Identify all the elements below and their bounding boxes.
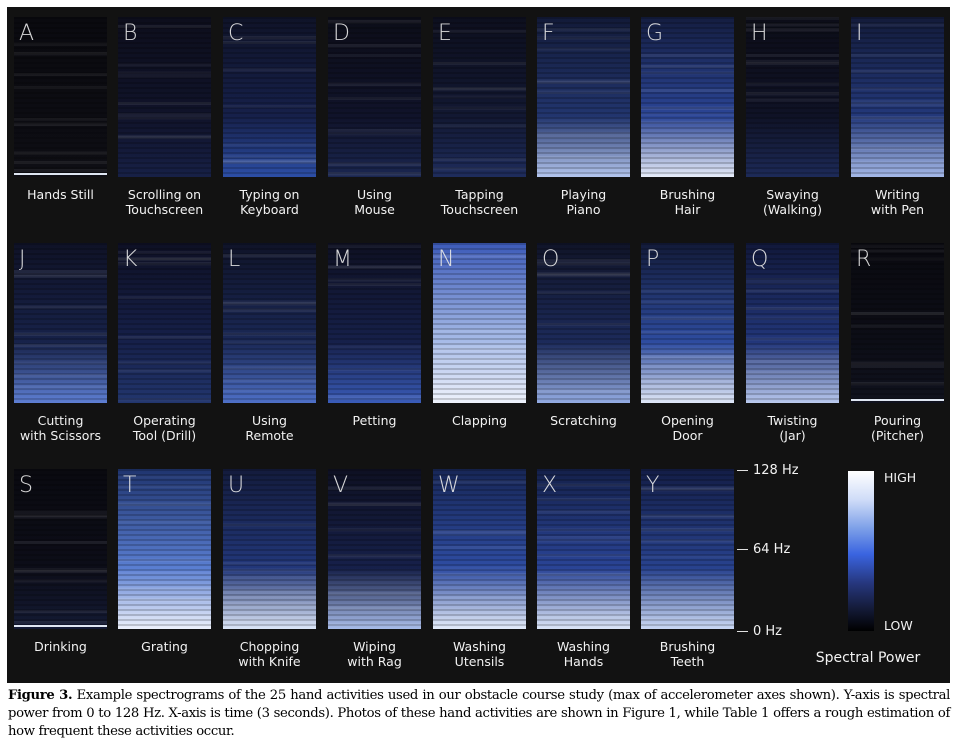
- tile-letter: W: [438, 473, 460, 498]
- spectrogram-g: G: [641, 17, 734, 177]
- axis-tick-128: [737, 470, 748, 471]
- spectrogram-d: D: [328, 17, 421, 177]
- tile-letter: B: [123, 21, 138, 46]
- activity-label-o: Scratching: [550, 413, 617, 428]
- caption-text: Example spectrograms of the 25 hand acti…: [8, 688, 950, 739]
- tile-letter: P: [646, 247, 660, 272]
- tile-letter: Q: [751, 247, 769, 272]
- activity-label-i: Writing with Pen: [870, 187, 925, 217]
- spectrogram-u: U: [223, 469, 316, 629]
- axis-label-128: 128 Hz: [753, 463, 799, 478]
- tile-letter: E: [438, 21, 452, 46]
- activity-label-n: Clapping: [451, 413, 508, 428]
- tile-letter: J: [19, 247, 26, 272]
- spectrogram-p: P: [641, 243, 734, 403]
- activity-label-x: Washing Hands: [557, 639, 610, 669]
- tile-letter: S: [19, 473, 33, 498]
- spectrogram-v: V: [328, 469, 421, 629]
- tile-letter: O: [542, 247, 560, 272]
- tile-letter: C: [228, 21, 244, 46]
- tile-letter: K: [123, 247, 138, 272]
- axis-label-0: 0 Hz: [753, 624, 783, 639]
- activity-label-j: Cutting with Scissors: [19, 413, 102, 443]
- tile-letter: X: [542, 473, 558, 498]
- tile-letter: Y: [646, 473, 660, 498]
- spectrogram-r: R: [851, 243, 944, 403]
- tile-letter: G: [646, 21, 664, 46]
- activity-label-d: Using Mouse: [354, 187, 395, 217]
- axis-tick-0: [737, 631, 748, 632]
- spectrogram-y: Y: [641, 469, 734, 629]
- activity-label-g: Brushing Hair: [659, 187, 716, 217]
- activity-label-h: Swaying (Walking): [762, 187, 822, 217]
- tile-letter: F: [542, 21, 555, 46]
- activity-label-y: Brushing Teeth: [659, 639, 716, 669]
- activity-label-w: Washing Utensils: [453, 639, 506, 669]
- activity-label-u: Chopping with Knife: [238, 639, 301, 669]
- activity-label-p: Opening Door: [661, 413, 714, 443]
- spectrogram-o: O: [537, 243, 630, 403]
- tile-letter: R: [856, 247, 872, 272]
- spectrogram-e: E: [433, 17, 526, 177]
- axis-label-64: 64 Hz: [753, 542, 791, 557]
- spectrogram-h: H: [746, 17, 839, 177]
- activity-label-r: Pouring (Pitcher): [870, 413, 924, 443]
- spectrogram-w: W: [433, 469, 526, 629]
- baseline-line: [851, 399, 944, 401]
- spectrogram-l: L: [223, 243, 316, 403]
- activity-label-l: Using Remote: [245, 413, 294, 443]
- activity-label-c: Typing on Keyboard: [239, 187, 300, 217]
- activity-label-m: Petting: [352, 413, 397, 428]
- spectrogram-a: A: [14, 17, 107, 177]
- activity-label-k: Operating Tool (Drill): [132, 413, 197, 443]
- activity-label-b: Scrolling on Touchscreen: [125, 187, 204, 217]
- spectrogram-t: T: [118, 469, 211, 629]
- colorbar-title: Spectral Power: [815, 650, 921, 666]
- spectrogram-n: N: [433, 243, 526, 403]
- caption-label: Figure 3.: [8, 688, 73, 703]
- activity-label-q: Twisting (Jar): [767, 413, 818, 443]
- figure-caption: Figure 3. Example spectrograms of the 25…: [8, 687, 950, 741]
- activity-label-a: Hands Still: [27, 187, 94, 202]
- spectrogram-j: J: [14, 243, 107, 403]
- activity-label-f: Playing Piano: [560, 187, 607, 217]
- tile-letter: D: [333, 21, 350, 46]
- tile-letter: T: [123, 473, 137, 498]
- spectrogram-x: X: [537, 469, 630, 629]
- tile-letter: M: [333, 247, 352, 272]
- spectrogram-s: S: [14, 469, 107, 629]
- axis-tick-64: [737, 549, 748, 550]
- tile-letter: H: [751, 21, 768, 46]
- tile-letter: L: [228, 247, 241, 272]
- activity-label-s: Drinking: [34, 639, 87, 654]
- spectrogram-q: Q: [746, 243, 839, 403]
- activity-label-t: Grating: [141, 639, 188, 654]
- colorbar-gradient: [848, 471, 874, 631]
- activity-label-e: Tapping Touchscreen: [440, 187, 519, 217]
- tile-letter: A: [19, 21, 35, 46]
- spectrogram-c: C: [223, 17, 316, 177]
- tile-letter: V: [333, 473, 349, 498]
- baseline-line: [14, 625, 107, 627]
- activity-label-v: Wiping with Rag: [347, 639, 402, 669]
- spectrogram-m: M: [328, 243, 421, 403]
- tile-letter: U: [228, 473, 245, 498]
- spectrogram-b: B: [118, 17, 211, 177]
- spectrogram-i: I: [851, 17, 944, 177]
- colorbar-high-label: HIGH: [884, 470, 917, 485]
- colorbar-low-label: LOW: [884, 618, 913, 633]
- tile-letter: I: [856, 21, 863, 46]
- spectrogram-k: K: [118, 243, 211, 403]
- spectrogram-f: F: [537, 17, 630, 177]
- baseline-line: [14, 173, 107, 175]
- tile-letter: N: [438, 247, 455, 272]
